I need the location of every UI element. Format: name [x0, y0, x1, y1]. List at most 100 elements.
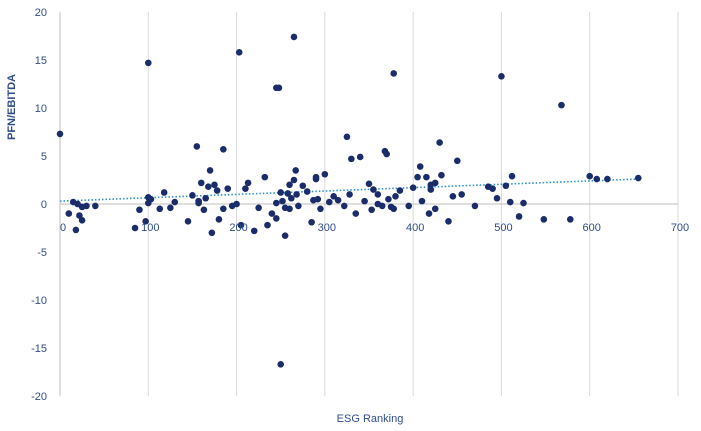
- data-point: [445, 217, 452, 225]
- data-point: [224, 185, 232, 192]
- y-tick-label: -5: [37, 247, 47, 259]
- y-axis-title: PFN/EBITDA: [6, 74, 18, 140]
- data-point: [208, 229, 216, 237]
- data-point: [277, 189, 285, 196]
- data-point: [56, 130, 64, 138]
- data-point: [325, 198, 333, 206]
- data-point: [427, 181, 435, 189]
- data-point: [330, 193, 337, 200]
- data-point: [390, 70, 398, 77]
- data-point: [202, 194, 209, 202]
- data-point: [295, 202, 302, 210]
- x-tick-label: 300: [318, 222, 336, 234]
- data-point: [423, 173, 430, 181]
- data-point: [273, 215, 280, 222]
- data-point: [352, 210, 360, 217]
- data-point: [340, 202, 348, 210]
- y-tick-label: -15: [31, 343, 47, 355]
- data-point: [634, 174, 642, 182]
- data-point: [368, 206, 375, 214]
- data-point: [427, 186, 435, 193]
- data-point: [453, 157, 461, 165]
- data-point: [356, 153, 364, 161]
- y-tick-label: -10: [31, 295, 47, 307]
- data-point: [273, 84, 280, 92]
- data-point: [396, 187, 404, 194]
- data-point: [195, 197, 202, 205]
- data-point: [235, 49, 243, 56]
- data-point: [193, 143, 201, 150]
- data-point: [281, 232, 289, 239]
- data-point: [220, 205, 227, 213]
- data-point: [361, 197, 368, 205]
- x-tick-label: 500: [494, 222, 512, 234]
- data-point: [508, 172, 516, 180]
- axes: [59, 12, 678, 396]
- data-point: [604, 175, 611, 183]
- data-point: [78, 217, 86, 224]
- data-point: [244, 179, 252, 187]
- data-point: [383, 150, 390, 158]
- data-point: [131, 224, 139, 232]
- y-tick-label: 10: [35, 103, 47, 115]
- data-point: [321, 170, 329, 178]
- x-tick-label: 200: [229, 222, 247, 234]
- data-point: [220, 145, 227, 153]
- data-point: [142, 217, 149, 225]
- x-tick-label: 100: [141, 222, 159, 234]
- data-point: [365, 180, 373, 188]
- data-point: [242, 185, 249, 192]
- data-point: [425, 210, 433, 217]
- data-point: [409, 184, 417, 191]
- y-tick-label: -20: [31, 391, 47, 403]
- data-point: [346, 191, 353, 198]
- data-point: [431, 205, 439, 213]
- data-point: [458, 191, 466, 198]
- data-point: [65, 210, 73, 217]
- data-point: [184, 217, 192, 225]
- data-point: [255, 204, 262, 212]
- data-point: [418, 197, 426, 205]
- data-point: [76, 212, 83, 219]
- data-point: [290, 33, 298, 41]
- data-point: [273, 199, 280, 207]
- data-point: [416, 163, 424, 170]
- data-point: [502, 182, 510, 190]
- data-point: [171, 198, 179, 206]
- data-point: [390, 205, 398, 213]
- data-point: [211, 181, 218, 189]
- data-point: [277, 361, 285, 368]
- data-point: [303, 188, 311, 195]
- data-point: [72, 226, 80, 234]
- x-tick-label: 400: [406, 222, 424, 234]
- data-point: [498, 73, 505, 80]
- data-point: [144, 193, 152, 201]
- data-point: [144, 59, 152, 67]
- data-point: [586, 172, 594, 180]
- data-point: [312, 173, 320, 181]
- data-point: [205, 183, 212, 191]
- data-point: [489, 185, 496, 192]
- data-point: [438, 171, 445, 179]
- data-point: [308, 218, 315, 226]
- data-point: [200, 206, 208, 214]
- y-tick-label: 0: [41, 199, 47, 211]
- tick-labels: 0 100 200 300 400 500 600 700 20 15 10 5 0 -5 -10 -15 -2…: [31, 7, 689, 403]
- data-point: [374, 200, 382, 208]
- data-point: [414, 173, 421, 181]
- data-point: [233, 200, 240, 208]
- data-point: [250, 227, 258, 235]
- data-point: [292, 167, 300, 174]
- data-point: [493, 194, 501, 202]
- x-tick-label: 700: [671, 222, 689, 234]
- data-point: [264, 221, 271, 229]
- data-point: [197, 179, 205, 187]
- y-tick-label: 20: [35, 7, 47, 19]
- data-point: [286, 205, 293, 213]
- data-point: [314, 195, 322, 203]
- data-point: [317, 205, 324, 213]
- data-point: [593, 175, 601, 183]
- data-point: [237, 221, 245, 229]
- data-point: [520, 199, 527, 207]
- data-point: [540, 216, 548, 223]
